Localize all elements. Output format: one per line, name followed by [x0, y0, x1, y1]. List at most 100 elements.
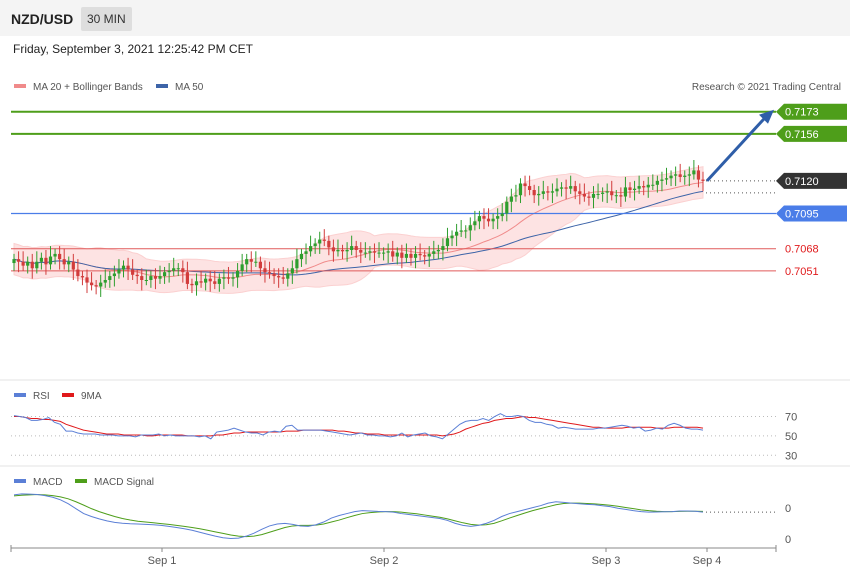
candle-body	[16, 259, 21, 262]
candle-body	[445, 238, 450, 247]
candle-body	[377, 252, 381, 254]
candle-body	[336, 250, 340, 252]
candle-body	[692, 170, 696, 175]
level-tag-label: 0.7120	[785, 176, 819, 188]
candle-body	[518, 183, 523, 196]
level-label: 0.7068	[785, 244, 819, 256]
candle-body	[263, 268, 267, 273]
candle-body	[185, 272, 189, 284]
candle-body	[245, 259, 249, 265]
candle-body	[514, 195, 518, 197]
candle-body	[126, 265, 130, 270]
x-axis-tick-label: Sep 4	[693, 555, 722, 567]
legend-swatch-macd	[14, 479, 26, 483]
candle-body	[413, 253, 418, 258]
candle-body	[240, 264, 244, 271]
legend-macd-signal-label: MACD Signal	[94, 477, 154, 488]
candle-body	[167, 270, 171, 273]
candle-body	[372, 251, 377, 253]
candle-body	[423, 255, 427, 257]
legend-rsi-label: RSI	[33, 391, 50, 402]
candle-body	[500, 213, 504, 217]
candle-body	[678, 174, 682, 177]
candle-body	[651, 184, 655, 186]
candle-body	[286, 273, 290, 279]
candle-body	[327, 240, 331, 248]
candle-body	[368, 251, 372, 253]
candle-body	[231, 277, 235, 279]
candle-body	[62, 259, 66, 265]
candle-body	[162, 272, 167, 277]
candle-body	[258, 261, 262, 269]
candle-body	[573, 186, 577, 192]
candle-body	[582, 193, 586, 197]
candle-body	[569, 186, 573, 189]
legend-rsi-ma-label: 9MA	[81, 391, 102, 402]
candle-body	[409, 253, 413, 258]
candle-body	[687, 174, 691, 176]
timeframe-button[interactable]: 30 MIN	[81, 7, 132, 31]
candle-body	[304, 251, 308, 254]
level-tag	[776, 103, 847, 120]
candle-body	[222, 277, 226, 279]
candle-body	[578, 191, 582, 194]
candle-body	[596, 193, 600, 195]
candle-body	[176, 268, 180, 270]
candle-body	[58, 253, 62, 260]
candle-body	[418, 253, 422, 256]
candle-body	[623, 187, 628, 197]
candle-body	[664, 178, 669, 180]
candle-body	[99, 282, 103, 287]
candle-body	[249, 259, 253, 262]
x-axis-tick-label: Sep 2	[370, 555, 399, 567]
research-credit: Research © 2021 Trading Central	[692, 82, 841, 93]
candle-body	[208, 278, 212, 282]
candle-body	[642, 186, 646, 188]
candle-body	[103, 280, 107, 283]
candle-body	[121, 265, 126, 270]
candle-body	[318, 239, 322, 244]
candle-body	[117, 269, 121, 274]
candle-body	[427, 253, 431, 257]
candle-body	[108, 276, 112, 280]
legend-swatch-macd-signal	[75, 479, 87, 483]
candle-body	[486, 218, 491, 222]
candle-body	[391, 251, 395, 257]
x-axis-tick-label: Sep 3	[592, 555, 621, 567]
candle-body	[464, 230, 468, 232]
candle-body	[455, 231, 459, 236]
candle-body	[555, 188, 559, 192]
candle-body	[587, 196, 591, 198]
candle-body	[39, 257, 43, 262]
legend-macd-label: MACD	[33, 477, 62, 488]
level-tag	[776, 172, 847, 189]
candle-body	[71, 261, 75, 270]
candle-body	[21, 261, 25, 266]
candle-body	[541, 191, 545, 194]
symbol-label: NZD/USD	[11, 11, 74, 27]
candle-body	[532, 190, 536, 196]
candle-body	[537, 193, 541, 196]
candle-body	[80, 276, 85, 278]
candle-body	[459, 230, 463, 232]
candle-body	[505, 201, 509, 214]
candle-body	[267, 272, 272, 274]
chart-datetime: Friday, September 3, 2021 12:25:42 PM CE…	[13, 42, 253, 56]
candle-body	[12, 259, 16, 264]
rsi-tick-label: 70	[785, 412, 797, 424]
candle-body	[404, 253, 409, 258]
legend-swatch-rsi-ma	[62, 393, 74, 397]
candle-body	[67, 261, 71, 265]
candle-body	[491, 218, 495, 222]
candle-body	[158, 276, 162, 279]
candle-body	[89, 282, 94, 286]
macd-tick-label: 0	[785, 534, 791, 546]
candle-body	[281, 277, 285, 279]
bollinger-band	[13, 166, 704, 294]
candle-body	[683, 175, 687, 177]
candle-body	[277, 276, 281, 278]
candle-body	[496, 216, 500, 219]
candle-body	[660, 179, 664, 181]
candle-body	[308, 246, 313, 252]
